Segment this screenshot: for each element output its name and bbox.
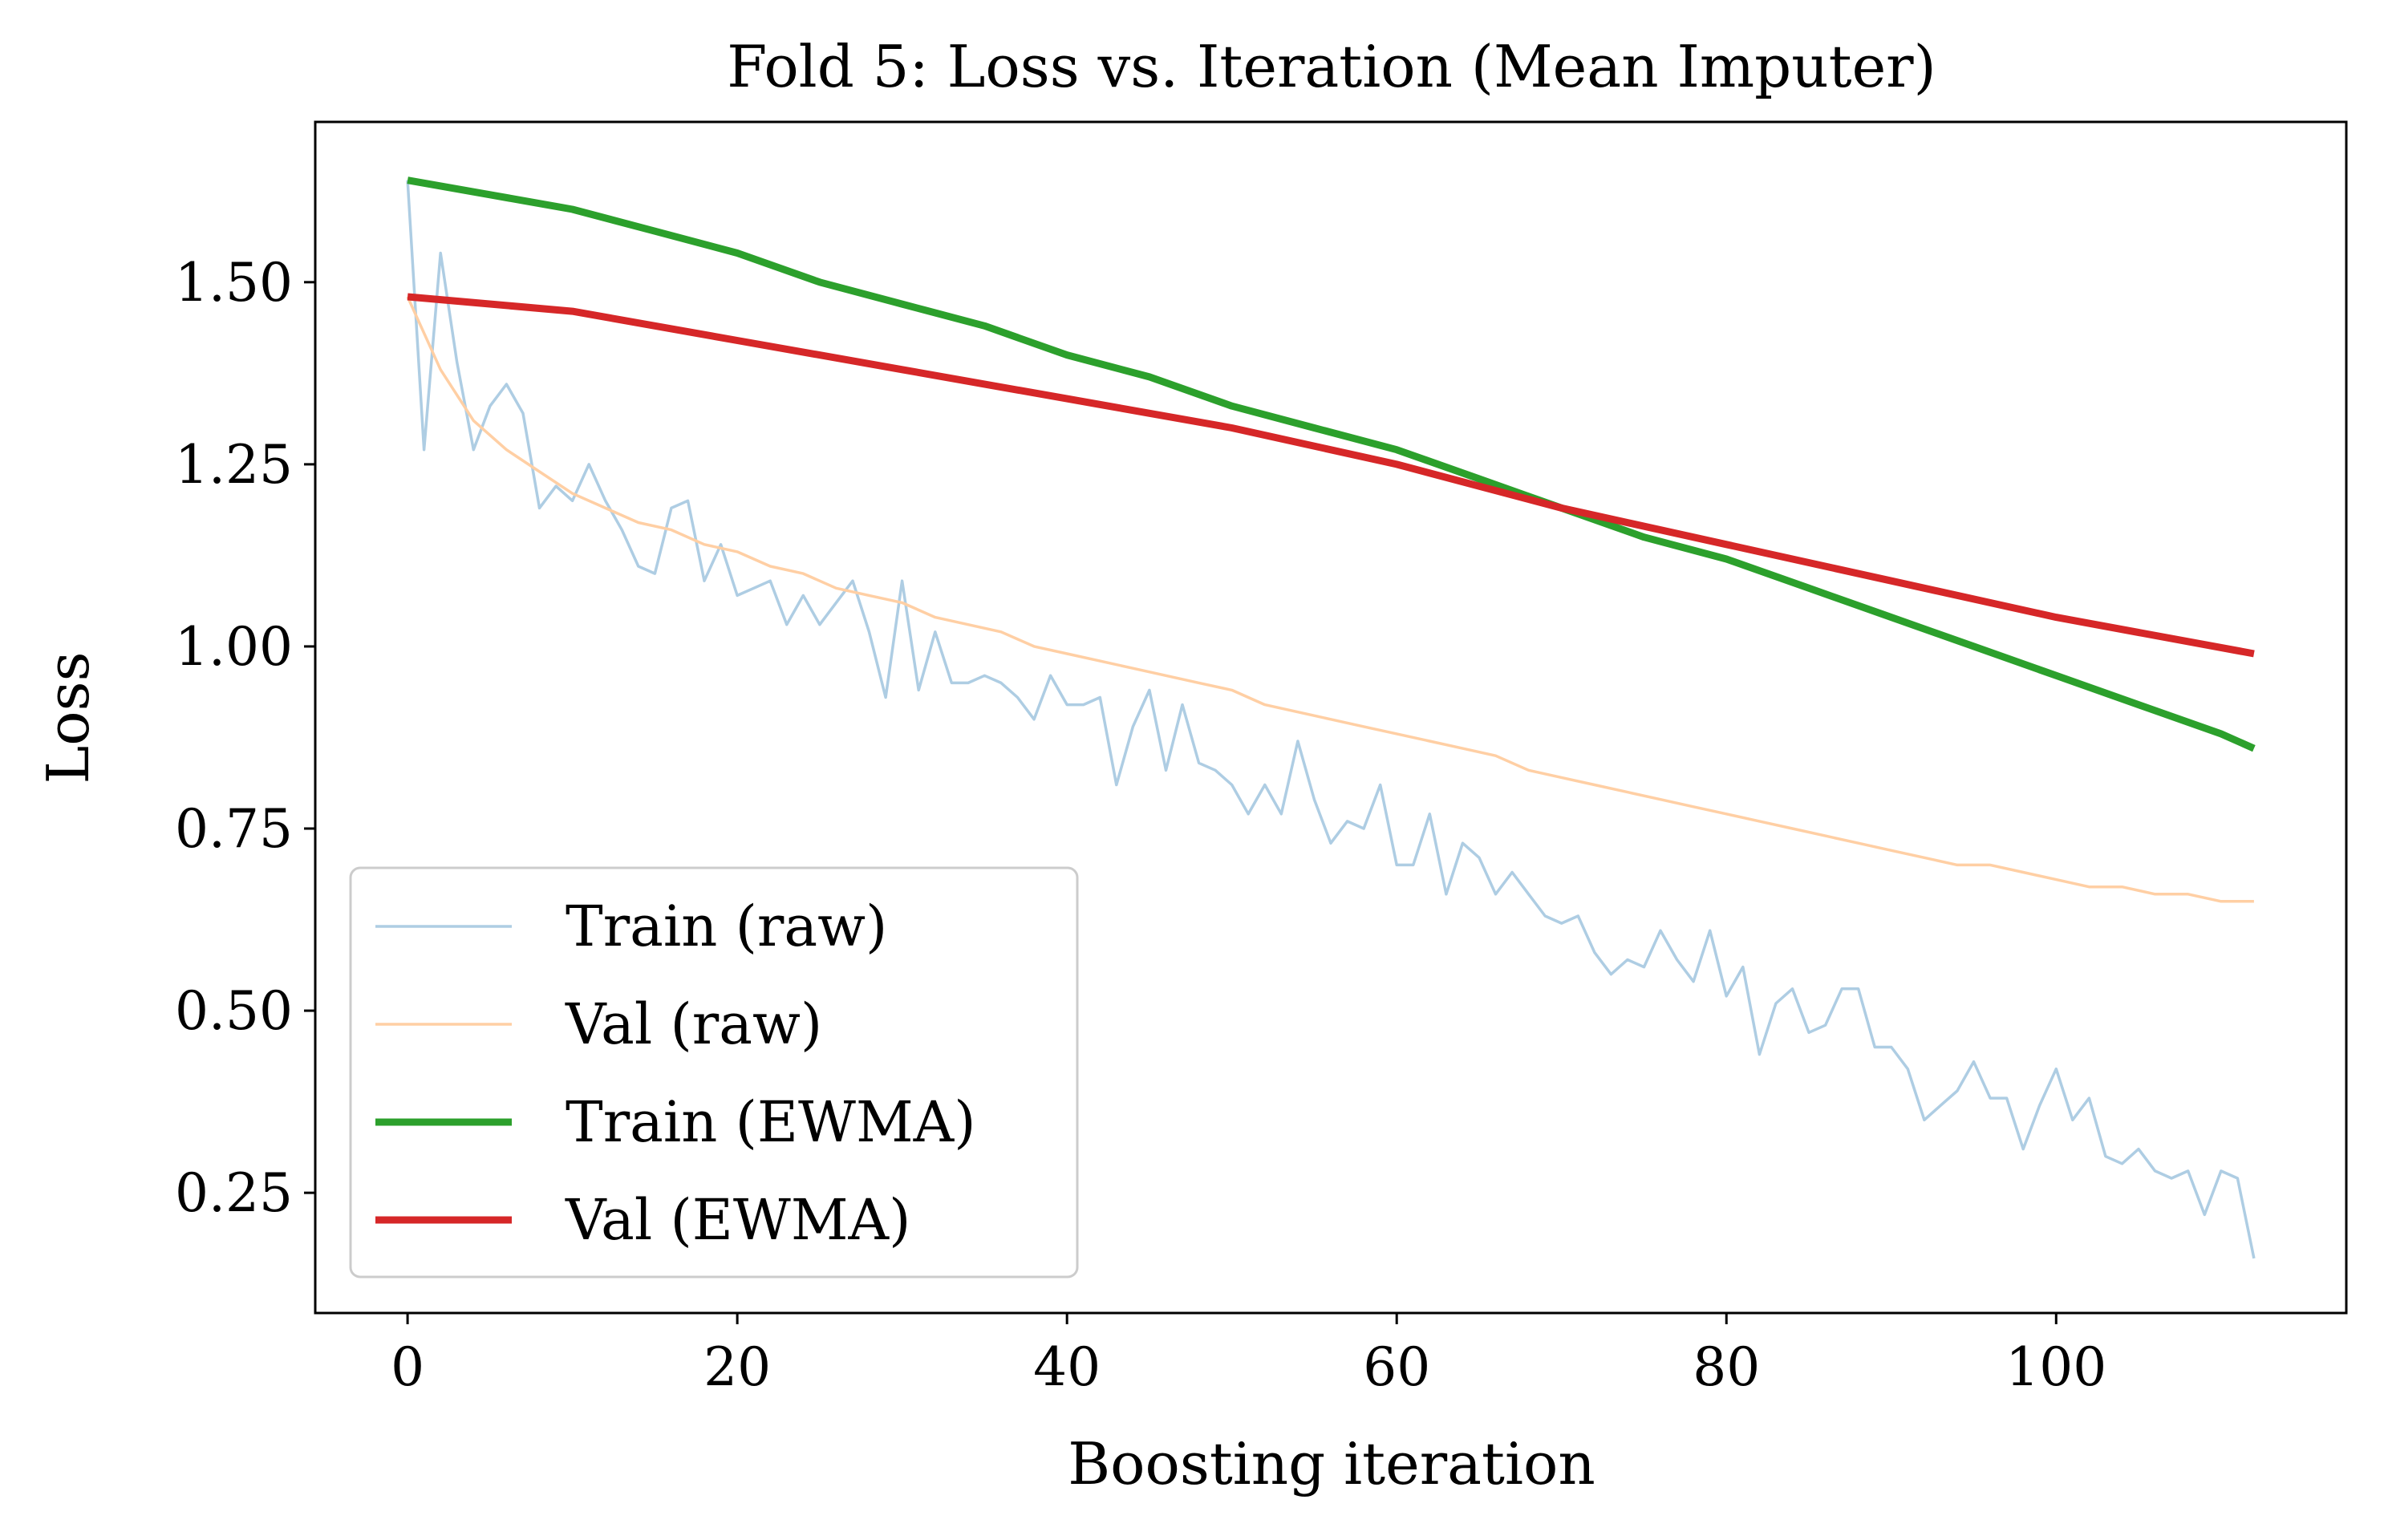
y-axis-ticks: 0.25 0.50 0.75 1.00 1.25 1.50 — [175, 252, 315, 1224]
y-tick-label: 0.25 — [175, 1162, 293, 1224]
legend-label: Val (EWMA) — [565, 1187, 910, 1253]
legend: Train (raw) Val (raw) Train (EWMA) Val (EWM… — [349, 866, 1079, 1279]
y-axis-label: Loss — [34, 651, 102, 784]
x-axis-ticks: 0 20 40 60 80 100 — [391, 1313, 2106, 1398]
series-line-3 — [407, 176, 2256, 752]
legend-entries: Train (raw) Val (raw) Train (EWMA) Val (EWM… — [375, 894, 976, 1253]
legend-label: Val (raw) — [565, 991, 822, 1057]
x-tick-label: 60 — [1363, 1336, 1430, 1398]
chart-title: Fold 5: Loss vs. Iteration (Mean Imputer… — [727, 33, 1936, 100]
y-tick-label: 1.50 — [175, 252, 293, 314]
y-tick-label: 0.75 — [175, 798, 293, 860]
legend-label: Train (raw) — [566, 894, 887, 959]
x-tick-label: 100 — [2005, 1336, 2106, 1398]
series-line-1 — [406, 180, 2256, 1259]
plot-frame — [314, 120, 2348, 1315]
plot-lines — [406, 176, 2256, 1259]
y-tick-label: 1.25 — [175, 434, 293, 496]
x-axis-label: Boosting iteration — [1068, 1430, 1595, 1497]
y-tick-label: 1.00 — [175, 616, 293, 678]
series-line-2 — [406, 296, 2254, 903]
series-line-4 — [407, 293, 2255, 658]
x-tick-label: 80 — [1693, 1336, 1760, 1398]
y-tick-label: 0.50 — [175, 980, 293, 1042]
x-tick-label: 20 — [703, 1336, 771, 1398]
legend-box — [349, 866, 1079, 1279]
x-tick-label: 0 — [391, 1336, 424, 1398]
legend-label: Train (EWMA) — [566, 1089, 976, 1155]
x-tick-label: 40 — [1033, 1336, 1101, 1398]
